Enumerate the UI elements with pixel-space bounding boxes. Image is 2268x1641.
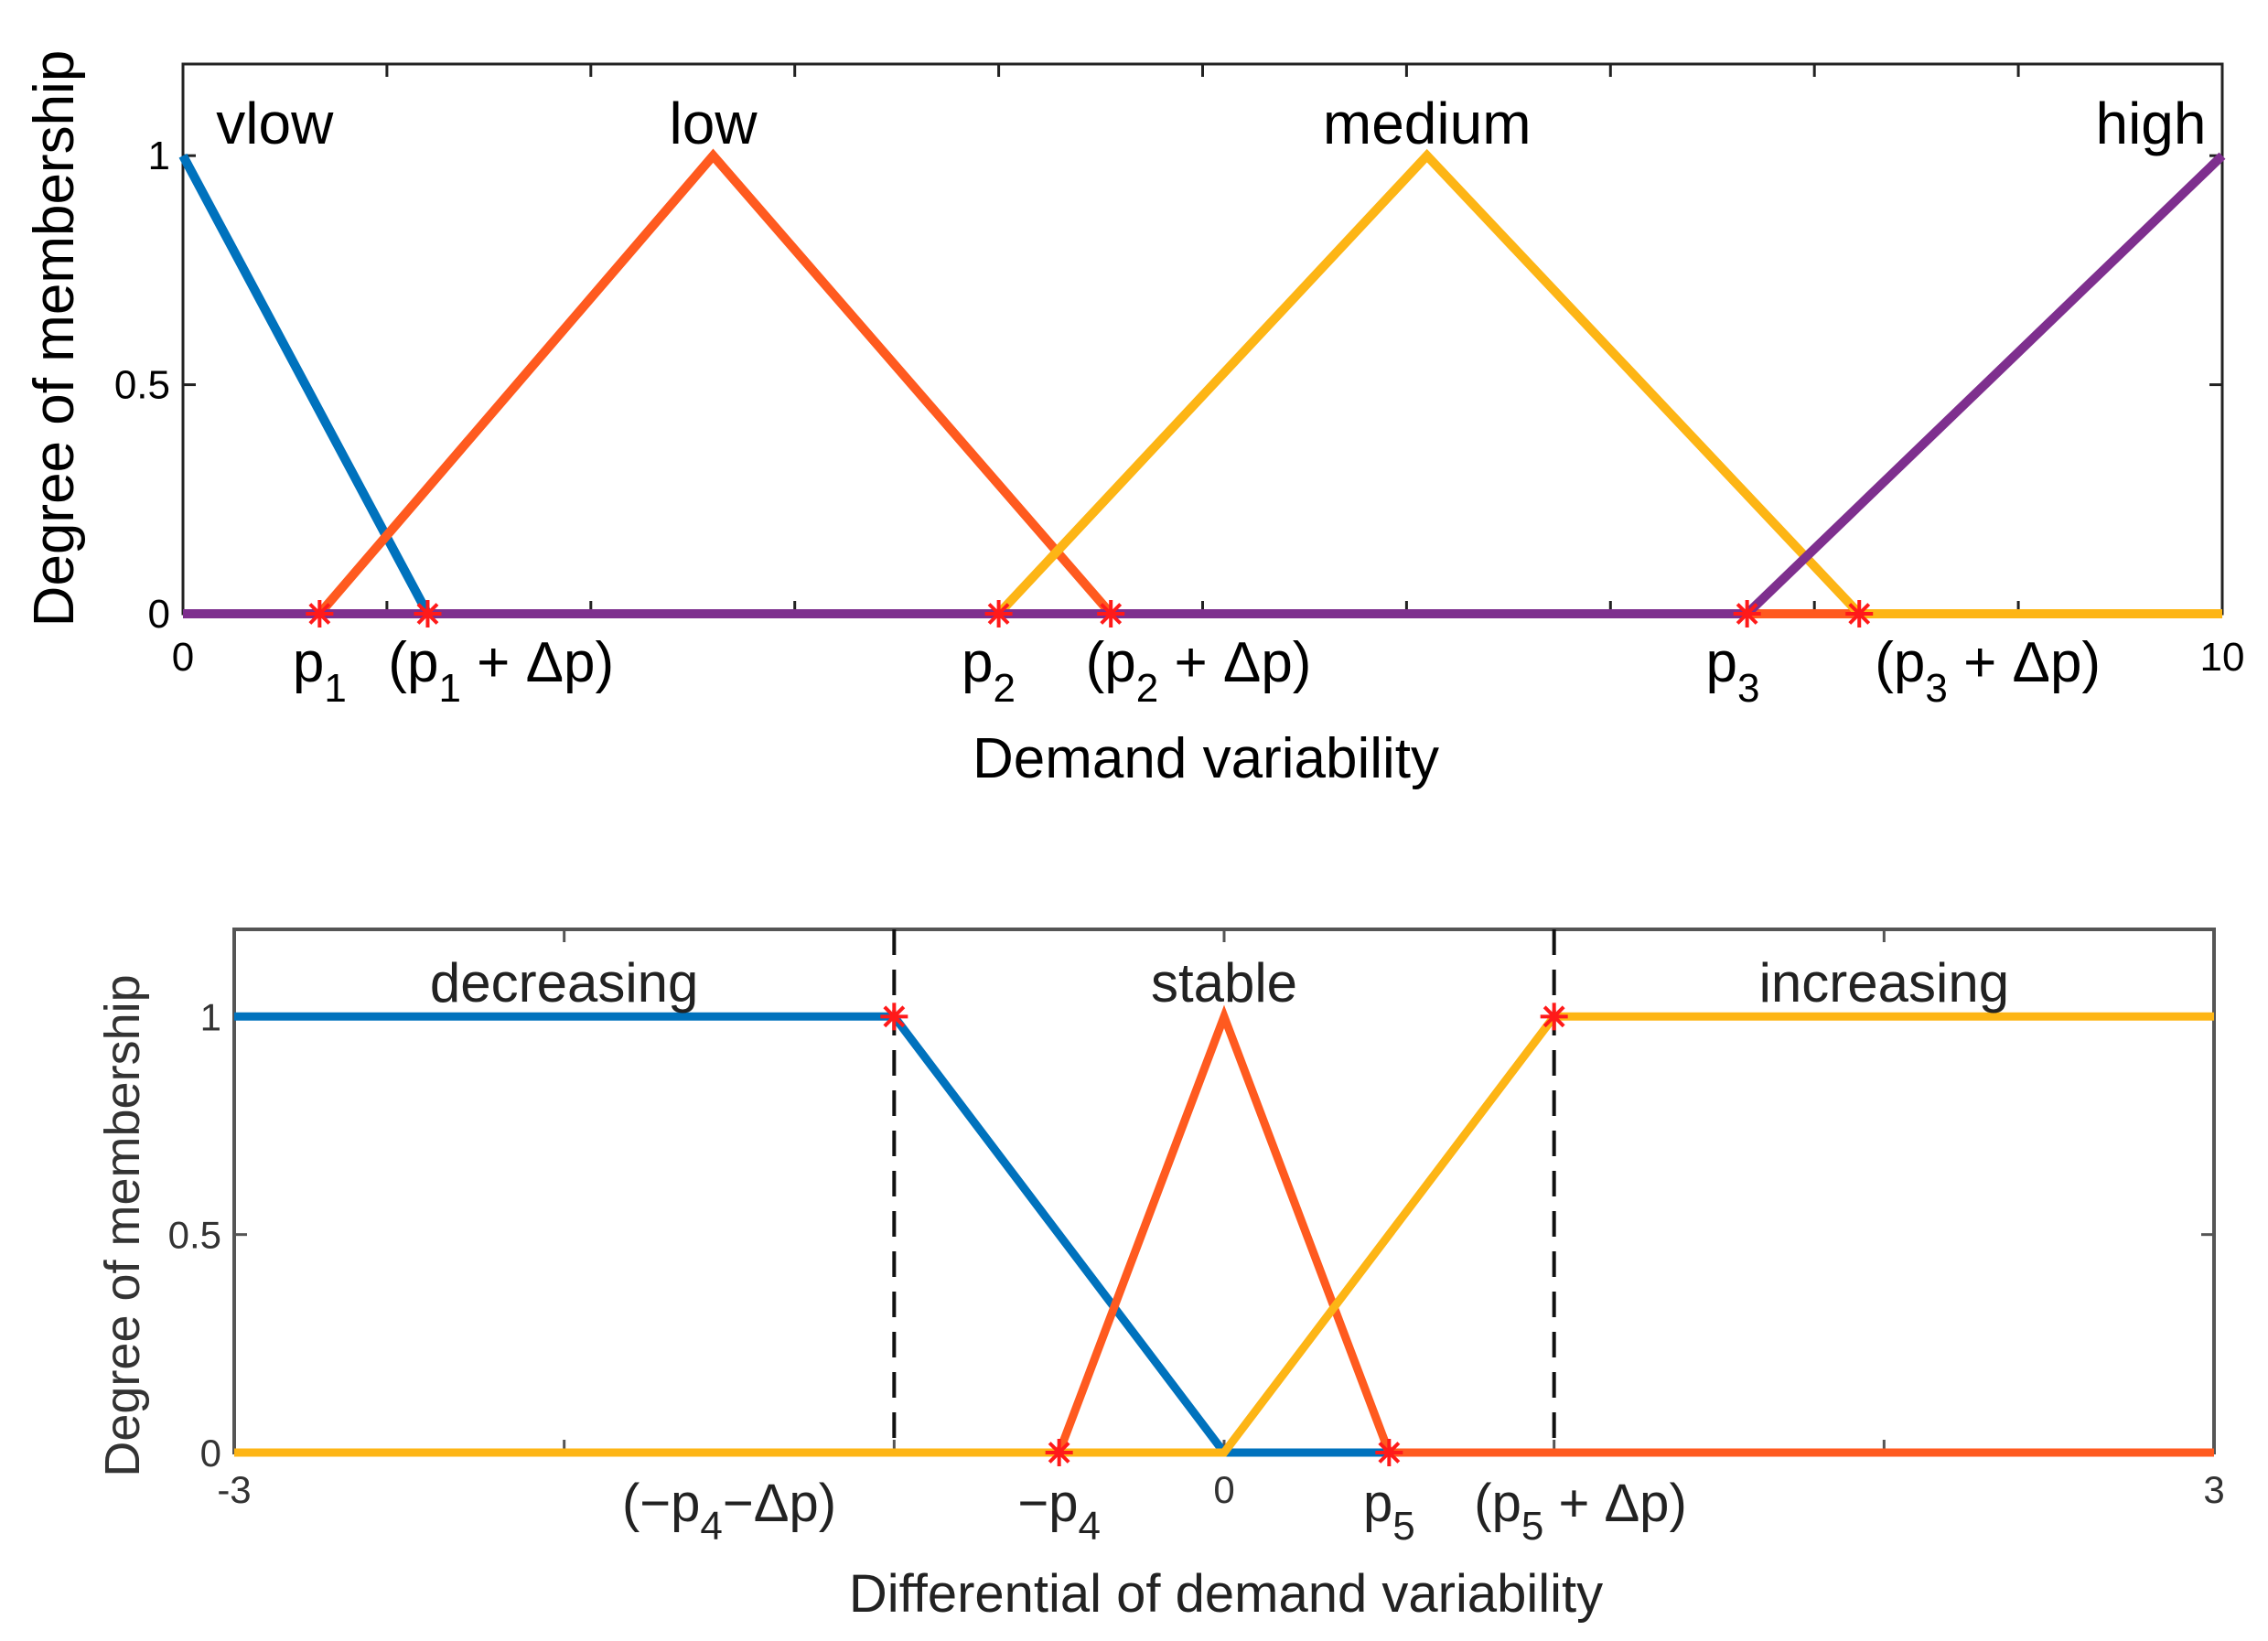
top-plot-frame — [181, 62, 2224, 616]
class-label-stable: stable — [1151, 952, 1297, 1014]
top-xtick-labels: 0 10 — [172, 635, 2245, 680]
x-tick-label: 3 — [2203, 1468, 2224, 1511]
bottom-xtick-labels: -3 0 3 — [217, 1468, 2224, 1511]
x-tick-label: 0 — [172, 635, 194, 680]
class-label-low: low — [670, 91, 758, 156]
parameter-annotation: (p5 + Δp) — [1474, 1474, 1687, 1549]
y-tick-label: 1 — [148, 134, 170, 178]
series-line-vlow — [178, 153, 2222, 618]
star-marker — [1845, 600, 1874, 627]
star-marker — [984, 600, 1013, 627]
series-line-increasing — [234, 1012, 2214, 1457]
parameter-annotation: (−p4−Δp) — [622, 1474, 836, 1549]
parameter-annotation: p5 — [1363, 1474, 1415, 1549]
class-label-increasing: increasing — [1759, 952, 2010, 1014]
top-series-lines — [178, 148, 2226, 618]
top-ytick-labels: 00.51 — [114, 134, 170, 637]
top-class-labels: vlow low medium high — [216, 91, 2206, 156]
bottom-x-axis-label: Differential of demand variability — [849, 1564, 1603, 1624]
bottom-markers — [880, 1003, 1568, 1466]
top-y-axis-label: Degree of membership — [23, 50, 86, 627]
star-marker — [1733, 600, 1761, 627]
top-tick-marks — [181, 64, 2224, 616]
series-line-high — [183, 152, 2226, 618]
series-line-low — [183, 148, 2222, 618]
series-line-decreasing — [234, 1012, 1390, 1457]
bottom-y-axis-label: Degree of membership — [95, 974, 150, 1476]
y-tick-label: 0 — [200, 1432, 221, 1475]
top-x-axis-label: Demand variability — [973, 727, 1439, 790]
class-label-decreasing: decreasing — [430, 952, 699, 1014]
bottom-series-lines — [234, 1004, 2214, 1457]
series-line-medium — [183, 148, 2222, 618]
y-tick-label: 0.5 — [168, 1214, 221, 1257]
y-tick-label: 0.5 — [114, 363, 170, 408]
bottom-membership-chart: 00.51 -3 0 3 decreasing stable increasing (−… — [95, 928, 2225, 1624]
star-marker — [306, 600, 334, 627]
y-tick-label: 0 — [148, 592, 170, 637]
parameter-annotation: p3 — [1706, 631, 1760, 711]
x-tick-label: -3 — [217, 1468, 251, 1511]
class-label-vlow: vlow — [216, 91, 334, 156]
star-marker — [1045, 1439, 1073, 1466]
bottom-class-labels: decreasing stable increasing — [430, 952, 2009, 1014]
series-line-stable — [234, 1004, 2214, 1457]
top-annotations: p1 (p1 + Δp) p2 (p2 + Δp) p3 (p3 + Δp) — [293, 631, 2101, 711]
star-marker — [1540, 1003, 1568, 1031]
top-membership-chart: 00.51 0 10 vlow low medium high p1 (p1 + Δp) p… — [23, 50, 2244, 790]
parameter-annotation: (p3 + Δp) — [1875, 631, 2101, 711]
star-marker — [1097, 600, 1125, 627]
star-marker — [1375, 1439, 1403, 1466]
y-tick-label: 1 — [200, 995, 221, 1038]
top-markers — [306, 600, 1874, 627]
parameter-annotation: (p1 + Δp) — [388, 631, 614, 711]
star-marker — [414, 600, 442, 627]
star-marker — [880, 1003, 908, 1031]
parameter-annotation: p2 — [962, 631, 1016, 711]
x-tick-label: 0 — [1213, 1468, 1234, 1511]
class-label-medium: medium — [1323, 91, 1532, 156]
parameter-annotation: (p2 + Δp) — [1086, 631, 1312, 711]
bottom-annotations: (−p4−Δp) −p4 p5 (p5 + Δp) — [622, 1474, 1687, 1549]
parameter-annotation: −p4 — [1017, 1474, 1101, 1549]
bottom-ytick-labels: 00.51 — [168, 995, 221, 1475]
x-tick-label: 10 — [2200, 635, 2245, 680]
class-label-high: high — [2095, 91, 2206, 156]
parameter-annotation: p1 — [293, 631, 347, 711]
